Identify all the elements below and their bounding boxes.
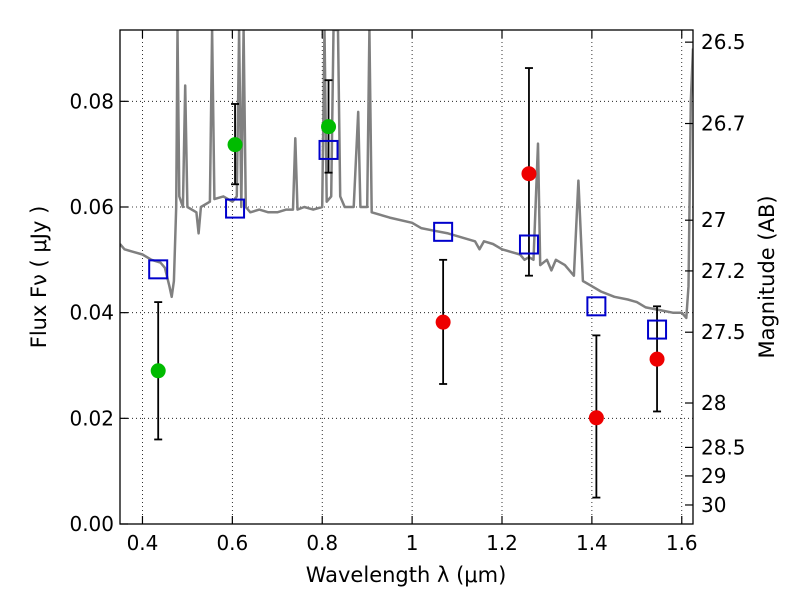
y2-tick-label: 28.5	[701, 435, 746, 459]
x-tick-label: 0.4	[127, 531, 159, 555]
x-tick-label: 1.6	[666, 531, 698, 555]
data-point	[588, 410, 604, 426]
data-point	[227, 137, 243, 153]
y2-tick-label: 27.2	[701, 259, 746, 283]
y-tick-label: 0.08	[69, 89, 114, 113]
y-tick-label: 0.02	[69, 406, 114, 430]
data-point	[435, 314, 451, 330]
plot-frame	[119, 29, 694, 525]
marker-layer	[148, 119, 668, 426]
x-tick-label: 0.8	[306, 531, 338, 555]
y-axis-title: Flux Fν ( μJy )	[27, 206, 51, 349]
model-spectrum-line	[120, 30, 693, 320]
model-photometry-point	[586, 296, 607, 317]
x-tick-label: 1.4	[576, 531, 608, 555]
data-point	[521, 166, 537, 182]
x-axis-title: Wavelength λ (μm)	[306, 563, 507, 587]
model-photometry-point	[647, 319, 668, 340]
y2-tick-label: 27	[701, 208, 726, 232]
model-photometry-point	[148, 259, 169, 280]
x-tick-label: 1	[406, 531, 419, 555]
model-photometry-point	[518, 234, 539, 255]
model-spectrum-layer	[120, 30, 693, 320]
data-point	[150, 363, 166, 379]
model-photometry-point	[225, 198, 246, 219]
y2-tick-label: 29	[701, 464, 726, 488]
y2-axis-title: Magnitude (AB)	[755, 195, 779, 358]
x-tick-label: 0.6	[216, 531, 248, 555]
y2-tick-label: 26.7	[701, 112, 746, 136]
model-photometry-point	[318, 139, 339, 160]
y-tick-label: 0.00	[69, 512, 114, 536]
data-point	[649, 351, 665, 367]
y-tick-label: 0.04	[69, 301, 114, 325]
x-tick-label: 1.2	[486, 531, 518, 555]
tick-labels: 0.4 0.6 0.8 1 1.2 1.4 1.6 0.00 0.02 0.04 0.06 0.08 2…	[69, 30, 745, 555]
y2-tick-label: 30	[701, 493, 726, 517]
ticks	[120, 30, 693, 525]
grid	[120, 30, 693, 525]
y2-tick-label: 28	[701, 391, 726, 415]
y2-tick-label: 26.5	[701, 30, 746, 54]
y-tick-label: 0.06	[69, 195, 114, 219]
y2-tick-label: 27.5	[701, 320, 746, 344]
data-point	[321, 119, 337, 135]
model-photometry-point	[433, 221, 454, 242]
